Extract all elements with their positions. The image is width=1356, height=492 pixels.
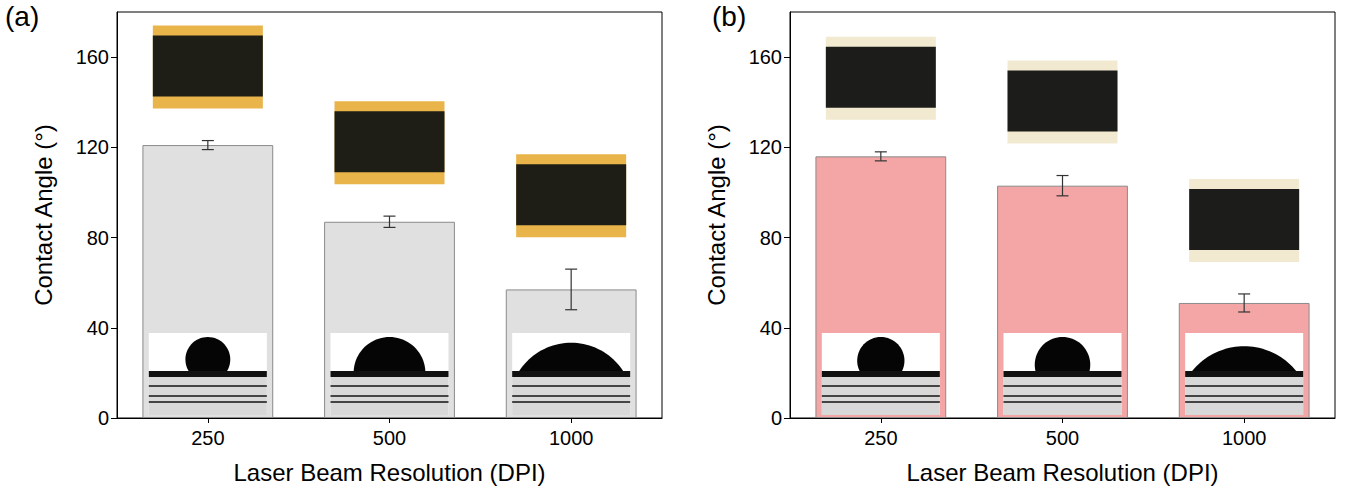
svg-text:(b): (b) (712, 1, 746, 32)
svg-text:Laser Beam Resolution (DPI): Laser Beam Resolution (DPI) (906, 459, 1218, 486)
svg-text:Laser Beam Resolution (DPI): Laser Beam Resolution (DPI) (233, 459, 545, 486)
svg-text:120: 120 (749, 136, 782, 158)
svg-text:500: 500 (373, 427, 406, 449)
svg-text:0: 0 (771, 407, 782, 429)
svg-text:80: 80 (87, 227, 109, 249)
svg-text:40: 40 (760, 317, 782, 339)
svg-text:1000: 1000 (549, 427, 594, 449)
svg-text:Contact Angle (°): Contact Angle (°) (703, 124, 730, 306)
svg-text:40: 40 (87, 317, 109, 339)
svg-text:0: 0 (98, 407, 109, 429)
svg-text:80: 80 (760, 227, 782, 249)
svg-text:500: 500 (1046, 427, 1079, 449)
svg-text:(a): (a) (5, 1, 39, 32)
svg-text:120: 120 (76, 136, 109, 158)
svg-text:1000: 1000 (1222, 427, 1267, 449)
svg-text:250: 250 (864, 427, 897, 449)
svg-text:160: 160 (749, 46, 782, 68)
svg-text:160: 160 (76, 46, 109, 68)
svg-text:Contact Angle (°): Contact Angle (°) (30, 124, 57, 306)
svg-text:250: 250 (191, 427, 224, 449)
